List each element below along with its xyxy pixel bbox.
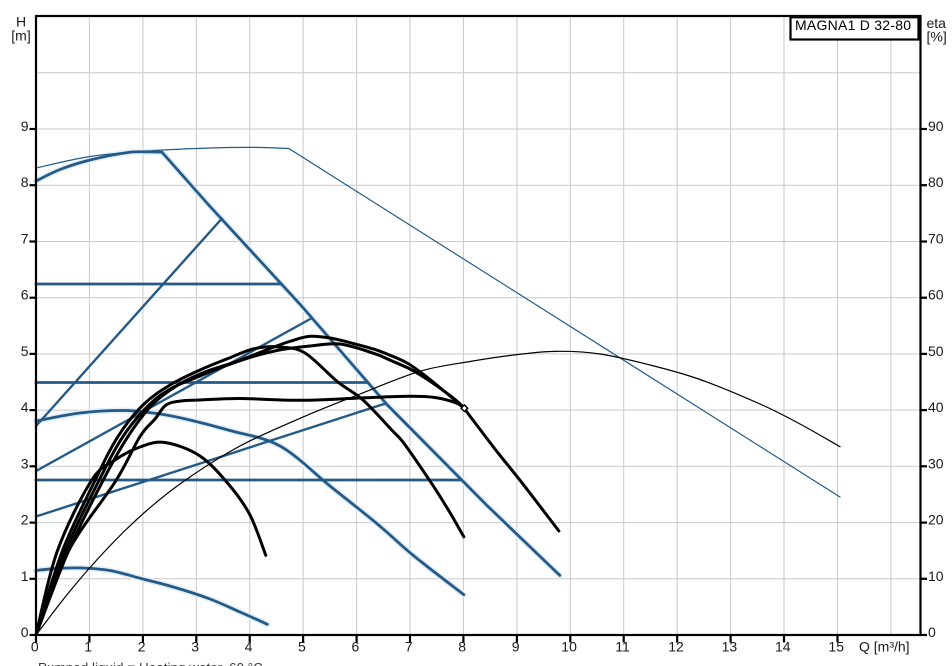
svg-text:0: 0 bbox=[21, 624, 29, 640]
svg-text:20: 20 bbox=[928, 512, 944, 528]
svg-text:6: 6 bbox=[21, 287, 29, 303]
svg-text:90: 90 bbox=[928, 118, 944, 134]
svg-text:0: 0 bbox=[928, 624, 936, 640]
svg-text:H: H bbox=[16, 14, 26, 30]
svg-text:5: 5 bbox=[298, 639, 306, 655]
svg-text:2: 2 bbox=[138, 639, 146, 655]
svg-text:1: 1 bbox=[21, 568, 29, 584]
svg-text:10: 10 bbox=[561, 639, 577, 655]
svg-text:40: 40 bbox=[928, 399, 944, 415]
svg-text:7: 7 bbox=[405, 639, 413, 655]
svg-text:5: 5 bbox=[21, 343, 29, 359]
svg-text:12: 12 bbox=[668, 639, 684, 655]
svg-text:10: 10 bbox=[928, 568, 944, 584]
svg-text:14: 14 bbox=[775, 639, 791, 655]
svg-text:13: 13 bbox=[722, 639, 738, 655]
svg-text:8: 8 bbox=[21, 174, 29, 190]
svg-text:7: 7 bbox=[21, 231, 29, 247]
svg-text:[m]: [m] bbox=[11, 28, 30, 44]
svg-text:0: 0 bbox=[31, 639, 39, 655]
svg-text:eta: eta bbox=[927, 15, 947, 31]
svg-text:15: 15 bbox=[828, 639, 844, 655]
svg-text:70: 70 bbox=[928, 231, 944, 247]
svg-text:3: 3 bbox=[191, 639, 199, 655]
svg-text:[%]: [%] bbox=[927, 29, 947, 45]
svg-text:9: 9 bbox=[512, 639, 520, 655]
svg-text:MAGNA1 D 32-80: MAGNA1 D 32-80 bbox=[795, 17, 911, 33]
svg-text:1: 1 bbox=[84, 639, 92, 655]
svg-text:Pumped liquid = Heating water,: Pumped liquid = Heating water, 60 °C bbox=[38, 661, 263, 666]
svg-text:9: 9 bbox=[21, 118, 29, 134]
svg-text:50: 50 bbox=[928, 343, 944, 359]
svg-text:3: 3 bbox=[21, 455, 29, 471]
svg-text:4: 4 bbox=[245, 639, 253, 655]
svg-text:8: 8 bbox=[458, 639, 466, 655]
svg-text:11: 11 bbox=[615, 639, 630, 655]
svg-text:80: 80 bbox=[928, 174, 944, 190]
svg-text:Q [m³/h]: Q [m³/h] bbox=[859, 639, 910, 655]
svg-text:2: 2 bbox=[21, 512, 29, 528]
svg-text:4: 4 bbox=[21, 399, 29, 415]
svg-text:6: 6 bbox=[352, 639, 360, 655]
svg-text:60: 60 bbox=[928, 287, 944, 303]
svg-text:30: 30 bbox=[928, 455, 944, 471]
